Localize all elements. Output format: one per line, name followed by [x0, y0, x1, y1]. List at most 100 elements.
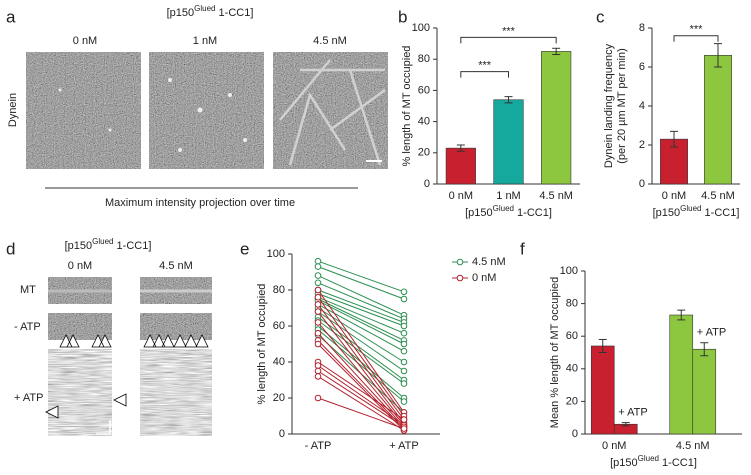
x-tick-label: 1 nM [496, 190, 520, 202]
y-tick-label: 100 [267, 248, 285, 260]
panel-title: [p150Glued 1-CC1] [167, 4, 254, 19]
pair-line [317, 266, 405, 300]
bar [692, 348, 717, 435]
x-tick-label: - ATP [305, 440, 332, 452]
title-part: 1-CC1] [701, 207, 739, 219]
point [314, 293, 322, 301]
y-tick-label: 40 [273, 356, 285, 368]
arrowhead [143, 334, 209, 348]
x-axis-title: [p150Glued 1-CC1] [610, 454, 697, 469]
arrowhead [59, 334, 112, 348]
panel-letter: b [398, 7, 407, 26]
legend-marker [456, 274, 464, 282]
pair-line [317, 397, 405, 430]
point [314, 394, 322, 402]
panel-d: d [p150Glued 1-CC1] 0 nM 4.5 nM MT - ATP… [6, 237, 212, 436]
micrograph [26, 52, 141, 169]
point [314, 362, 322, 369]
pair-line [317, 375, 405, 431]
bar [445, 147, 476, 185]
pair-line [317, 282, 405, 320]
y-tick-label: 80 [566, 298, 578, 310]
spot [178, 148, 182, 152]
column-label: 4.5 nM [159, 260, 193, 272]
pair-line [317, 293, 405, 327]
y-tick-label: 80 [418, 53, 430, 65]
y-axis-title: % length of MT occupied [256, 284, 268, 405]
pair-line [317, 311, 405, 424]
bar [669, 314, 694, 435]
x-tick-label: 0 nM [449, 190, 473, 202]
y-tick-label: 8 [639, 22, 645, 34]
title-sup: Glued [638, 454, 659, 463]
title-part: [p150 [65, 240, 93, 252]
bar [541, 51, 572, 185]
micrograph [273, 52, 388, 169]
micrograph [140, 313, 212, 340]
pair-line [317, 296, 405, 417]
pair-line [317, 296, 405, 334]
arrowhead [45, 393, 127, 419]
point [314, 340, 322, 348]
column-label: 1 nM [193, 35, 217, 47]
pair-line [317, 329, 405, 402]
y-axis-title: Dynein landing frequency [603, 43, 615, 168]
point [314, 329, 322, 337]
legend-label: 0 nM [472, 272, 496, 284]
y-tick-label: 2 [639, 139, 645, 151]
y-tick-label: 20 [418, 147, 430, 159]
point [314, 308, 322, 315]
title-sup: Glued [680, 204, 701, 213]
pair-line [317, 320, 405, 385]
pair-line [317, 260, 405, 293]
significance-bracket [673, 35, 719, 42]
column-label: 0 nM [73, 35, 97, 47]
row-label: - ATP [14, 321, 41, 333]
pair-line [317, 340, 405, 429]
x-tick-label: 0 nM [602, 440, 626, 452]
pair-line [317, 303, 405, 352]
row-label: + ATP [14, 392, 43, 404]
x-tick-label: 4.5 nM [676, 440, 710, 452]
filament [279, 59, 386, 166]
y-tick-label: 100 [560, 265, 578, 277]
x-tick-label: + ATP [389, 440, 418, 452]
point [314, 301, 322, 308]
x-axis-title: [p150Glued 1-CC1] [465, 204, 552, 219]
y-tick-label: 20 [566, 395, 578, 407]
x-tick-label: 4.5 nM [701, 190, 735, 202]
significance-label: *** [478, 60, 492, 72]
significance-label: *** [502, 25, 516, 37]
y-tick-label: 0 [639, 178, 645, 190]
panel-letter: e [240, 239, 249, 258]
point [400, 340, 408, 348]
point [314, 257, 322, 265]
y-tick-label: 60 [566, 330, 578, 342]
point [400, 322, 408, 330]
point [314, 279, 322, 287]
spot [197, 107, 203, 113]
legend-marker [456, 258, 464, 266]
y-tick-label: 0 [424, 178, 430, 190]
spots [58, 78, 247, 152]
title-sup: Glued [493, 204, 514, 213]
y-axis-title: (per 20 µm MT per min) [616, 48, 628, 164]
point [314, 272, 322, 279]
panel-letter: c [596, 7, 605, 26]
x-tick-label: 4.5 nM [539, 190, 573, 202]
row-label: Dynein [7, 93, 19, 127]
bar [704, 54, 732, 185]
micrographs [26, 52, 388, 169]
point [314, 319, 322, 326]
title-part: [p150 [167, 7, 195, 19]
title-sup: Glued [194, 4, 215, 13]
micrograph [48, 313, 112, 340]
row-label: MT [20, 284, 36, 296]
pair-line [317, 289, 405, 323]
pair-line [317, 311, 405, 372]
point [400, 425, 408, 432]
pair-line [317, 343, 405, 431]
y-tick-label: 60 [418, 84, 430, 96]
